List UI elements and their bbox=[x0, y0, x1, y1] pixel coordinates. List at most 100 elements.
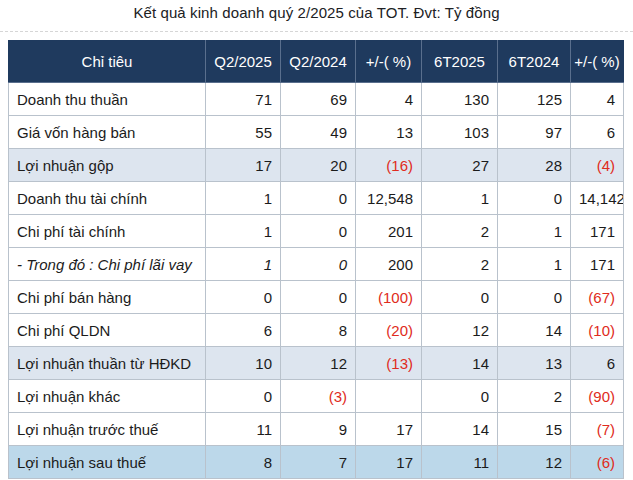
col-header-6t2024: 6T2024 bbox=[498, 41, 571, 83]
cell-value: (10) bbox=[571, 314, 624, 347]
cell-value: 2 bbox=[498, 380, 571, 413]
table-row: Chi phí tài chính1020121171 bbox=[9, 215, 624, 248]
cell-value: 14 bbox=[422, 413, 498, 446]
cell-value: 17 bbox=[206, 149, 281, 182]
cell-value: 0 bbox=[498, 281, 571, 314]
cell-value: 11 bbox=[206, 413, 281, 446]
col-header-pct-change-half: +/-( %) bbox=[571, 41, 624, 83]
row-label: Doanh thu tài chính bbox=[9, 182, 206, 215]
cell-value: 15 bbox=[498, 413, 571, 446]
cell-value: 0 bbox=[281, 215, 356, 248]
cell-value: (67) bbox=[571, 281, 624, 314]
cell-value: 9 bbox=[281, 413, 356, 446]
cell-value bbox=[356, 380, 422, 413]
row-label: Lợi nhuận khác bbox=[9, 380, 206, 413]
row-label: Lợi nhuận thuần từ HĐKD bbox=[9, 347, 206, 380]
table-row: Chi phí bán hàng00(100)00(67) bbox=[9, 281, 624, 314]
cell-value: 69 bbox=[281, 83, 356, 116]
cell-value: 103 bbox=[422, 116, 498, 149]
table-body: Doanh thu thuần716941301254Giá vốn hàng … bbox=[9, 83, 624, 479]
cell-value: 97 bbox=[498, 116, 571, 149]
col-header-6t2025: 6T2025 bbox=[422, 41, 498, 83]
table-row: Lợi nhuận thuần từ HĐKD1012(13)14136 bbox=[9, 347, 624, 380]
cell-value: (3) bbox=[281, 380, 356, 413]
cell-value: 14,142 bbox=[571, 182, 624, 215]
row-label: - Trong đó : Chi phí lãi vay bbox=[9, 248, 206, 281]
cell-value: 71 bbox=[206, 83, 281, 116]
cell-value: (13) bbox=[356, 347, 422, 380]
financial-results-table: Chỉ tiêu Q2/2025 Q2/2024 +/-( %) 6T2025 … bbox=[8, 40, 624, 479]
cell-value: (100) bbox=[356, 281, 422, 314]
cell-value: 28 bbox=[498, 149, 571, 182]
cell-value: 14 bbox=[422, 347, 498, 380]
cell-value: 10 bbox=[206, 347, 281, 380]
cell-value: (20) bbox=[356, 314, 422, 347]
cell-value: 0 bbox=[498, 182, 571, 215]
cell-value: 2 bbox=[422, 215, 498, 248]
cell-value: 17 bbox=[356, 446, 422, 479]
cell-value: 7 bbox=[281, 446, 356, 479]
col-header-pct-change-quarter: +/-( %) bbox=[356, 41, 422, 83]
cell-value: 1 bbox=[206, 182, 281, 215]
table-row: Lợi nhuận trước thuế119171415(7) bbox=[9, 413, 624, 446]
row-label: Doanh thu thuần bbox=[9, 83, 206, 116]
cell-value: 55 bbox=[206, 116, 281, 149]
cell-value: 17 bbox=[356, 413, 422, 446]
cell-value: 0 bbox=[281, 182, 356, 215]
row-label: Chi phí bán hàng bbox=[9, 281, 206, 314]
header-row: Chỉ tiêu Q2/2025 Q2/2024 +/-( %) 6T2025 … bbox=[9, 41, 624, 83]
table-row: Doanh thu tài chính1012,5481014,142 bbox=[9, 182, 624, 215]
cell-value: 171 bbox=[571, 215, 624, 248]
cell-value: 8 bbox=[281, 314, 356, 347]
cell-value: (90) bbox=[571, 380, 624, 413]
cell-value: 0 bbox=[422, 281, 498, 314]
cell-value: 130 bbox=[422, 83, 498, 116]
cell-value: 6 bbox=[571, 116, 624, 149]
col-header-q2-2025: Q2/2025 bbox=[206, 41, 281, 83]
table-row: Doanh thu thuần716941301254 bbox=[9, 83, 624, 116]
dashed-separator bbox=[0, 31, 633, 32]
cell-value: 12 bbox=[498, 446, 571, 479]
cell-value: 49 bbox=[281, 116, 356, 149]
cell-value: 1 bbox=[206, 215, 281, 248]
cell-value: 0 bbox=[281, 248, 356, 281]
cell-value: 13 bbox=[498, 347, 571, 380]
cell-value: 0 bbox=[281, 281, 356, 314]
cell-value: 12,548 bbox=[356, 182, 422, 215]
cell-value: 0 bbox=[422, 380, 498, 413]
cell-value: 11 bbox=[422, 446, 498, 479]
cell-value: 125 bbox=[498, 83, 571, 116]
row-label: Chi phí tài chính bbox=[9, 215, 206, 248]
row-label: Lợi nhuận gộp bbox=[9, 149, 206, 182]
cell-value: 27 bbox=[422, 149, 498, 182]
table-row: - Trong đó : Chi phí lãi vay1020021171 bbox=[9, 248, 624, 281]
cell-value: 0 bbox=[206, 281, 281, 314]
cell-value: (7) bbox=[571, 413, 624, 446]
cell-value: 12 bbox=[422, 314, 498, 347]
cell-value: 13 bbox=[356, 116, 422, 149]
cell-value: 4 bbox=[356, 83, 422, 116]
cell-value: (6) bbox=[571, 446, 624, 479]
col-header-q2-2024: Q2/2024 bbox=[281, 41, 356, 83]
cell-value: 1 bbox=[206, 248, 281, 281]
table-row: Giá vốn hàng bán554913103976 bbox=[9, 116, 624, 149]
cell-value: 171 bbox=[571, 248, 624, 281]
cell-value: 4 bbox=[571, 83, 624, 116]
cell-value: 1 bbox=[422, 182, 498, 215]
table-row: Lợi nhuận gộp1720(16)2728(4) bbox=[9, 149, 624, 182]
cell-value: 20 bbox=[281, 149, 356, 182]
cell-value: (16) bbox=[356, 149, 422, 182]
cell-value: 12 bbox=[281, 347, 356, 380]
row-label: Chi phí QLDN bbox=[9, 314, 206, 347]
cell-value: 1 bbox=[498, 248, 571, 281]
table-row: Chi phí QLDN68(20)1214(10) bbox=[9, 314, 624, 347]
row-label: Giá vốn hàng bán bbox=[9, 116, 206, 149]
table-row: Lợi nhuận khác0(3)02(90) bbox=[9, 380, 624, 413]
cell-value: 1 bbox=[498, 215, 571, 248]
cell-value: 0 bbox=[206, 380, 281, 413]
cell-value: 8 bbox=[206, 446, 281, 479]
cell-value: 201 bbox=[356, 215, 422, 248]
cell-value: 6 bbox=[206, 314, 281, 347]
table-row: Lợi nhuận sau thuế87171112(6) bbox=[9, 446, 624, 479]
cell-value: 2 bbox=[422, 248, 498, 281]
